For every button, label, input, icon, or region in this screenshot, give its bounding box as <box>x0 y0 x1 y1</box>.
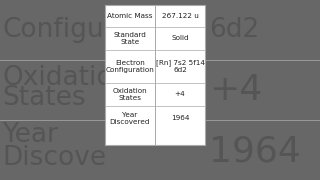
Text: Configura: Configura <box>2 17 131 43</box>
Text: Atomic Mass: Atomic Mass <box>107 13 153 19</box>
Text: 267.122 u: 267.122 u <box>162 13 198 19</box>
Text: States: States <box>2 85 86 111</box>
Text: Year: Year <box>2 122 58 148</box>
Text: Year
Discovered: Year Discovered <box>110 112 150 125</box>
Text: Solid: Solid <box>171 35 189 41</box>
Text: +4: +4 <box>175 91 185 97</box>
Text: 1964: 1964 <box>171 115 189 121</box>
Text: Standard
State: Standard State <box>114 32 147 45</box>
Text: 1964: 1964 <box>209 135 301 169</box>
Text: +4: +4 <box>209 73 262 107</box>
Text: Discove: Discove <box>2 145 106 171</box>
Text: Oxidatio: Oxidatio <box>2 65 113 91</box>
Text: [Rn] 7s2 5f14
6d2: [Rn] 7s2 5f14 6d2 <box>156 59 204 73</box>
Bar <box>105 5 205 145</box>
Text: Electron
Configuration: Electron Configuration <box>106 60 154 73</box>
Text: 6d2: 6d2 <box>209 17 259 43</box>
Text: Oxidation
States: Oxidation States <box>113 88 147 101</box>
